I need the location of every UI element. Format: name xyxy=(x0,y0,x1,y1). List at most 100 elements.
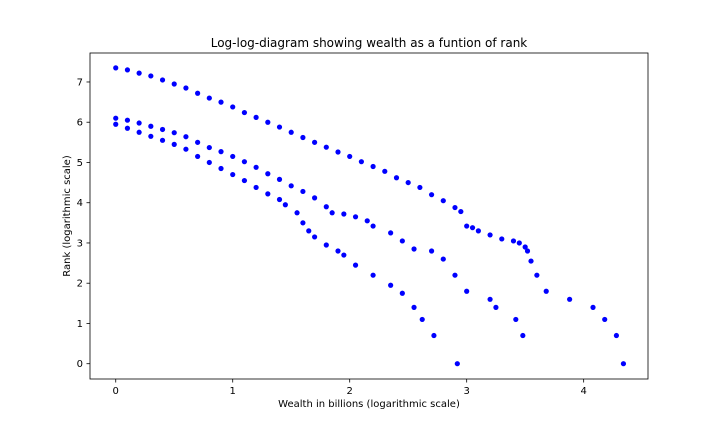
data-point xyxy=(171,141,177,147)
data-point xyxy=(300,188,306,195)
data-point xyxy=(124,117,131,123)
data-point xyxy=(388,282,394,288)
data-point xyxy=(534,272,540,278)
data-point xyxy=(493,304,499,310)
data-point xyxy=(428,192,435,198)
data-point xyxy=(218,149,224,155)
y-tick-label: 7 xyxy=(77,77,83,88)
data-point xyxy=(113,115,119,121)
data-point xyxy=(312,195,318,201)
data-point xyxy=(458,208,464,215)
y-tick-label: 1 xyxy=(77,319,83,330)
data-point xyxy=(159,126,166,133)
data-point xyxy=(171,130,177,136)
data-point xyxy=(469,225,476,231)
data-point xyxy=(417,184,423,191)
data-point xyxy=(364,218,370,224)
data-point xyxy=(323,242,329,248)
data-point xyxy=(288,183,294,189)
data-point xyxy=(347,153,353,160)
data-point xyxy=(148,73,154,79)
x-axis-title: Wealth in billions (logarithmic scale) xyxy=(278,399,460,410)
y-tick-label: 6 xyxy=(77,118,83,129)
data-point xyxy=(428,248,435,254)
y-tick-label: 5 xyxy=(77,158,83,169)
data-point xyxy=(300,220,306,226)
data-point xyxy=(567,296,573,302)
x-tick-label: 1 xyxy=(230,386,236,397)
data-point xyxy=(230,153,236,160)
data-point xyxy=(454,361,460,367)
data-point xyxy=(276,176,283,182)
data-point xyxy=(419,316,425,323)
data-point xyxy=(300,134,306,141)
data-point xyxy=(370,272,376,278)
data-point xyxy=(241,109,248,116)
data-point xyxy=(620,361,627,367)
data-point xyxy=(464,223,470,229)
data-point xyxy=(370,223,376,229)
data-point xyxy=(411,304,417,310)
data-point xyxy=(136,129,142,135)
data-point xyxy=(370,163,376,170)
x-tick-label: 0 xyxy=(113,386,119,397)
chart-title: Log-log-diagram showing wealth as a funt… xyxy=(211,36,528,50)
data-point xyxy=(590,304,596,310)
data-point xyxy=(399,290,405,296)
data-point xyxy=(329,210,335,216)
data-point xyxy=(516,240,522,246)
data-point xyxy=(183,85,189,91)
data-point xyxy=(613,332,620,339)
data-point xyxy=(195,90,201,96)
data-point xyxy=(195,153,201,160)
data-point xyxy=(265,119,271,125)
data-point xyxy=(335,248,341,254)
y-tick-label: 4 xyxy=(77,198,83,209)
data-point xyxy=(352,262,359,268)
data-point xyxy=(241,159,248,165)
data-point xyxy=(148,123,154,129)
data-point xyxy=(218,99,224,105)
data-point xyxy=(276,124,283,130)
data-point xyxy=(323,144,329,150)
data-point xyxy=(288,129,294,135)
data-point xyxy=(452,272,458,278)
data-point xyxy=(253,164,259,170)
data-point xyxy=(522,244,528,250)
plot-area: 0 1 2 3 4 0 1 2 3 4 5 6 7 xyxy=(77,52,649,397)
x-tick-label: 2 xyxy=(347,386,353,397)
data-point xyxy=(218,165,224,172)
data-point xyxy=(136,120,142,126)
data-point xyxy=(399,238,405,244)
data-point xyxy=(405,179,411,186)
data-point xyxy=(195,139,201,145)
data-point xyxy=(411,246,417,252)
data-point xyxy=(452,204,458,211)
data-point xyxy=(183,146,189,152)
data-point xyxy=(306,228,312,234)
data-point xyxy=(464,288,470,294)
y-tick-label: 3 xyxy=(77,238,83,249)
data-point xyxy=(543,288,549,294)
data-point xyxy=(124,125,131,131)
data-point xyxy=(113,65,119,71)
data-point xyxy=(335,149,341,155)
data-point xyxy=(323,204,329,210)
data-point xyxy=(440,198,446,204)
axes-frame xyxy=(89,52,649,380)
data-point xyxy=(341,211,347,217)
data-point xyxy=(499,236,505,242)
data-point xyxy=(382,168,388,174)
data-point xyxy=(230,171,236,178)
data-point xyxy=(148,133,154,139)
data-point xyxy=(136,70,142,76)
data-point xyxy=(520,332,526,339)
data-point xyxy=(282,202,288,208)
data-point xyxy=(206,144,212,151)
data-point xyxy=(113,121,119,127)
y-tick-label: 0 xyxy=(77,359,83,370)
x-tick-label: 4 xyxy=(580,386,586,397)
data-point xyxy=(183,134,189,140)
